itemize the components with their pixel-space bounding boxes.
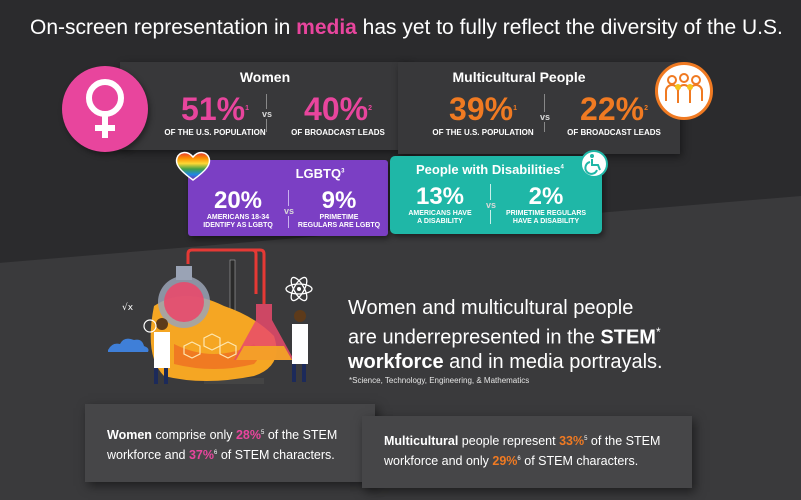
women-title: Women xyxy=(239,69,291,85)
disabilities-panel: People with Disabilities4 13% AMERICANS … xyxy=(390,156,602,234)
vs-label: vs xyxy=(538,112,553,122)
female-symbol-icon xyxy=(62,66,148,152)
rainbow-heart-icon xyxy=(175,150,211,182)
women-panel: Women 51%1 OF THE U.S. POPULATION vs 40%… xyxy=(120,62,410,150)
vs-label: vs xyxy=(484,200,499,210)
women-stem-card: Women comprise only 28%5 of the STEM wor… xyxy=(85,404,375,482)
vs-label: vs xyxy=(282,206,297,216)
science-lab-illustration: √x xyxy=(104,246,334,391)
multicultural-title: Multicultural People xyxy=(452,69,586,85)
formula-mark: √x xyxy=(122,302,134,313)
disabilities-americans-stat: 13% AMERICANS HAVE A DISABILITY xyxy=(408,183,472,226)
stem-footnote: *Science, Technology, Engineering, & Mat… xyxy=(349,376,530,385)
women-population-stat: 51%1 OF THE U.S. POPULATION xyxy=(164,91,266,137)
disabilities-title: People with Disabilities4 xyxy=(416,162,564,177)
vs-label: vs xyxy=(260,109,275,119)
multicultural-stem-card: Multicultural people represent 33%5 of t… xyxy=(362,416,692,488)
multicultural-broadcast-stat: 22%2 OF BROADCAST LEADS xyxy=(567,91,661,137)
lgbtq-primetime-stat: 9% PRIMETIME REGULARS ARE LGBTQ xyxy=(297,187,381,230)
wheelchair-icon xyxy=(580,150,608,178)
lgbtq-panel: LGBTQ3 20% AMERICANS 18-34 IDENTIFY AS L… xyxy=(188,160,388,236)
lgbtq-title: LGBTQ3 xyxy=(295,166,345,181)
lgbtq-americans-stat: 20% AMERICANS 18-34 IDENTIFY AS LGBTQ xyxy=(203,187,273,230)
stem-statement: Women and multicultural people are under… xyxy=(348,297,663,373)
people-group-icon xyxy=(655,62,713,120)
multicultural-panel: Multicultural People 39%1 OF THE U.S. PO… xyxy=(398,62,680,154)
multicultural-population-stat: 39%1 OF THE U.S. POPULATION xyxy=(432,91,534,137)
atom-icon xyxy=(285,276,313,302)
page-title: On-screen representation in media has ye… xyxy=(30,16,783,39)
women-broadcast-stat: 40%2 OF BROADCAST LEADS xyxy=(291,91,385,137)
disabilities-primetime-stat: 2% PRIMETIME REGULARS HAVE A DISABILITY xyxy=(505,183,587,226)
